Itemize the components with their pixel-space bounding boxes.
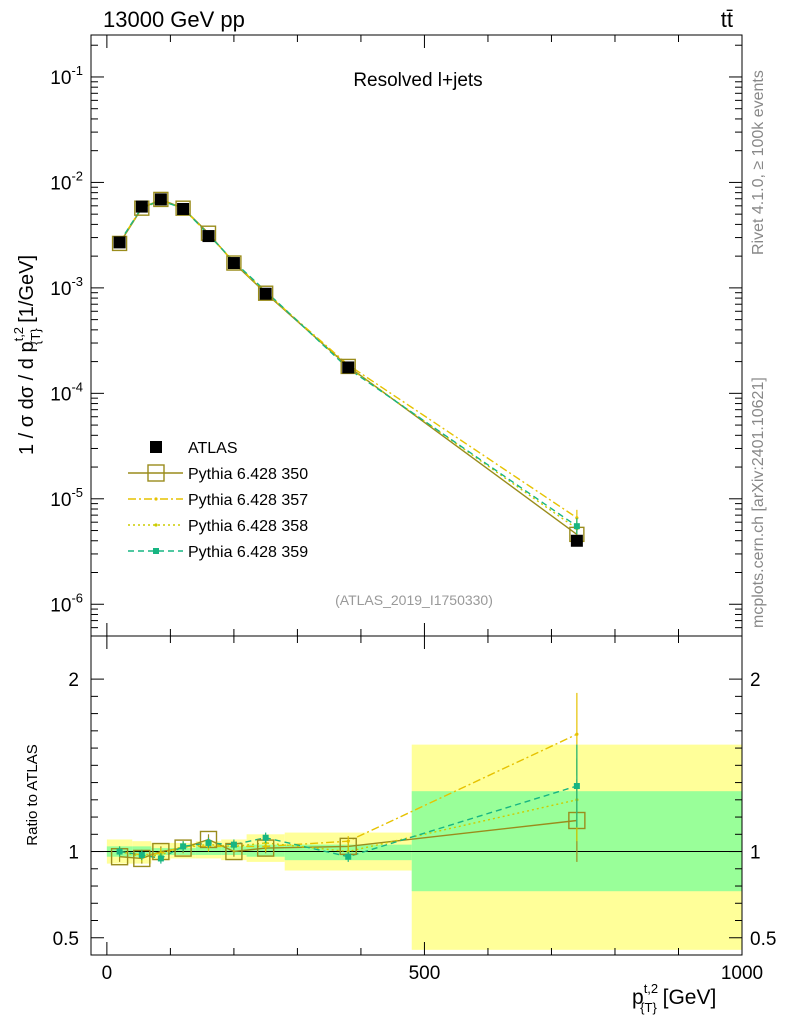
svg-text:1 / σ dσ / d pt,2{T} [1/GeV]: 1 / σ dσ / d pt,2 {T} [1/GeV]	[11, 255, 43, 455]
x-tick-label: 500	[409, 963, 441, 984]
main-point	[226, 255, 242, 271]
legend-marker	[150, 441, 162, 453]
legend-label: ATLAS	[188, 440, 238, 457]
ratio-point	[573, 783, 580, 790]
x-tick-label: 0	[102, 963, 113, 984]
main-point	[259, 287, 272, 300]
main-ytick-label: 10-3	[50, 274, 83, 300]
legend-marker	[154, 523, 158, 527]
ratio-point	[205, 839, 212, 846]
main-point	[202, 230, 215, 243]
main-ytick-label: 10-4	[50, 379, 83, 405]
ratio-ytick-label-left: 1	[68, 843, 79, 864]
ratio-ytick-label-right: 1	[750, 843, 761, 864]
main-point	[154, 193, 167, 206]
main-point	[153, 191, 169, 208]
analysis-id-label: (ATLAS_2019_I1750330)	[335, 592, 493, 608]
ratio-y-axis-label: Ratio to ATLAS	[24, 744, 41, 845]
ratio-ytick-label-left: 2	[68, 670, 79, 691]
x-tick-label: 1000	[721, 963, 763, 984]
main-point	[575, 516, 579, 520]
ratio-point	[575, 732, 579, 736]
main-point	[227, 257, 240, 270]
process-label: tt̄	[721, 7, 733, 32]
main-point	[177, 202, 190, 215]
ratio-point	[346, 839, 350, 843]
main-ytick-label: 10-5	[50, 485, 83, 511]
ratio-point	[138, 851, 145, 858]
main-ytick-label: 10-1	[50, 63, 83, 89]
svg-text:pt,2{T} [GeV]: pt,2 {T} [GeV]	[632, 981, 716, 1015]
mcplots-label: mcplots.cern.ch [arXiv:2401.10621]	[750, 377, 767, 628]
main-ytick-label: 10-2	[50, 168, 83, 194]
ratio-frame	[90, 635, 743, 956]
ratio-ytick-label-right: 0.5	[750, 929, 776, 950]
main-panel: 10-1 10-2 10-3 10-4 10-5 10-6	[50, 34, 743, 637]
x-axis-label: pt,2 {T} [GeV]	[632, 981, 716, 1015]
ratio-point	[116, 848, 123, 855]
legend-label: Pythia 6.428 350	[188, 466, 308, 483]
rivet-version-label: Rivet 4.1.0, ≥ 100k events	[750, 70, 767, 255]
ratio-point	[262, 834, 269, 841]
main-ytick-label: 10-6	[50, 590, 83, 616]
main-point	[113, 236, 126, 249]
ratio-ytick-label-right: 2	[750, 670, 761, 691]
legend-label: Pythia 6.428 357	[188, 492, 308, 509]
main-point	[135, 200, 148, 213]
main-point	[342, 361, 355, 374]
legend-marker	[147, 464, 165, 482]
ratio-point	[157, 855, 164, 862]
main-point	[570, 534, 583, 547]
ratio-point	[174, 839, 192, 857]
ratio-point	[230, 841, 237, 848]
chart-title: Resolved l+jets	[353, 70, 482, 91]
ratio-ytick-label-left: 0.5	[53, 929, 79, 950]
ratio-series-line	[119, 733, 578, 856]
legend-label: Pythia 6.428 359	[188, 544, 308, 561]
main-point	[573, 523, 580, 530]
energy-label: 13000 GeV pp	[103, 7, 245, 32]
legend: ATLAS Pythia 6.428 350 Pythia 6.428 357 Pyt…	[128, 440, 308, 561]
legend-label: Pythia 6.428 358	[188, 518, 308, 535]
ratio-point	[345, 853, 352, 860]
legend-marker	[153, 548, 159, 554]
main-point	[175, 200, 191, 216]
ratio-point	[180, 843, 187, 850]
main-point	[257, 285, 274, 301]
legend-marker	[154, 497, 158, 501]
ratio-panel: 0 500 1000 0.5 0.5 1 1 2 2	[53, 35, 776, 984]
main-y-axis-label: 1 / σ dσ / d pt,2 {T} [1/GeV]	[11, 255, 43, 455]
